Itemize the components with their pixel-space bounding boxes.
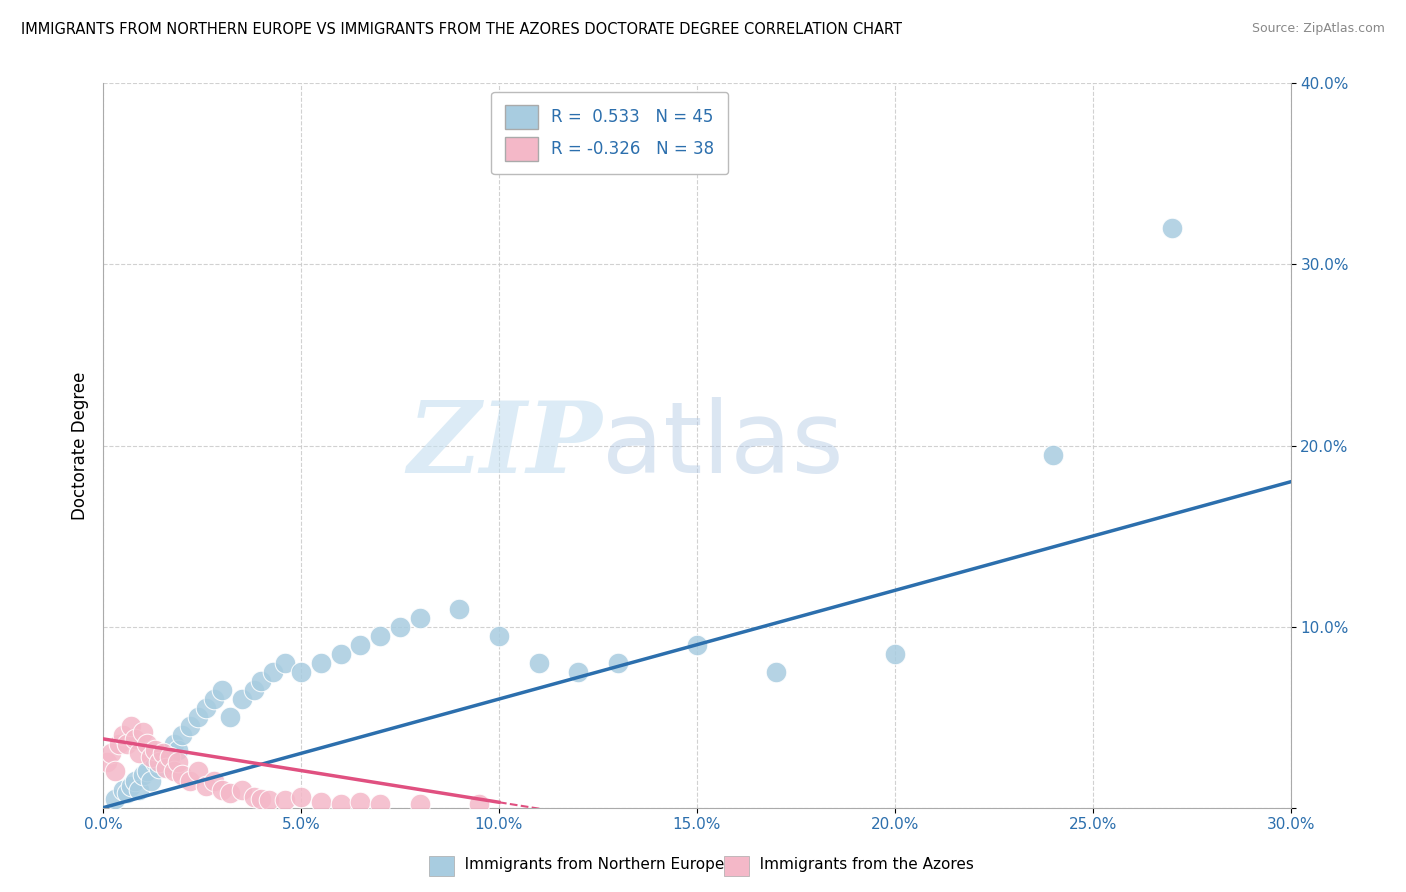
Text: Immigrants from Northern Europe: Immigrants from Northern Europe <box>450 857 724 872</box>
Point <box>139 750 162 764</box>
Point <box>167 756 190 770</box>
Point <box>159 756 181 770</box>
Point <box>163 737 186 751</box>
Point <box>1160 221 1182 235</box>
Point <box>132 768 155 782</box>
Point <box>262 665 284 679</box>
Point <box>104 791 127 805</box>
Point <box>195 701 218 715</box>
Point <box>883 647 905 661</box>
Point <box>368 629 391 643</box>
Point <box>172 728 194 742</box>
Point <box>155 761 177 775</box>
Point <box>488 629 510 643</box>
Point <box>409 610 432 624</box>
Point <box>202 692 225 706</box>
Point <box>368 797 391 811</box>
Point <box>111 728 134 742</box>
Point <box>179 773 201 788</box>
Point <box>686 638 709 652</box>
Point <box>290 789 312 804</box>
Point <box>100 747 122 761</box>
Point <box>606 656 628 670</box>
Point <box>155 747 177 761</box>
Point <box>124 773 146 788</box>
Point <box>172 768 194 782</box>
Point <box>104 764 127 779</box>
Point <box>167 743 190 757</box>
Point <box>567 665 589 679</box>
Point <box>128 782 150 797</box>
Y-axis label: Doctorate Degree: Doctorate Degree <box>72 371 89 520</box>
Point <box>115 737 138 751</box>
Point <box>242 789 264 804</box>
Point <box>274 793 297 807</box>
Point <box>143 743 166 757</box>
Point <box>349 638 371 652</box>
Point <box>218 710 240 724</box>
Point <box>115 786 138 800</box>
Point <box>187 764 209 779</box>
Point <box>309 795 332 809</box>
Point <box>409 797 432 811</box>
Point <box>108 737 131 751</box>
Text: IMMIGRANTS FROM NORTHERN EUROPE VS IMMIGRANTS FROM THE AZORES DOCTORATE DEGREE C: IMMIGRANTS FROM NORTHERN EUROPE VS IMMIG… <box>21 22 903 37</box>
Point <box>148 756 170 770</box>
Point <box>179 719 201 733</box>
Point <box>187 710 209 724</box>
Point <box>159 750 181 764</box>
Point <box>527 656 550 670</box>
Point <box>250 791 273 805</box>
Text: ZIP: ZIP <box>406 397 602 494</box>
Point <box>449 601 471 615</box>
Point <box>139 773 162 788</box>
Point <box>163 764 186 779</box>
Text: Immigrants from the Azores: Immigrants from the Azores <box>745 857 974 872</box>
Point <box>290 665 312 679</box>
Point <box>765 665 787 679</box>
Point <box>148 761 170 775</box>
Point <box>242 683 264 698</box>
Point <box>96 756 118 770</box>
Point <box>231 692 253 706</box>
Point <box>259 793 281 807</box>
Point <box>120 719 142 733</box>
Point <box>132 724 155 739</box>
Point <box>202 773 225 788</box>
Point <box>349 795 371 809</box>
Point <box>120 779 142 793</box>
Point <box>143 756 166 770</box>
Point <box>128 747 150 761</box>
Point <box>329 797 352 811</box>
Point <box>274 656 297 670</box>
Point <box>231 782 253 797</box>
Point <box>152 747 174 761</box>
Point <box>250 673 273 688</box>
Point <box>218 786 240 800</box>
Point <box>195 779 218 793</box>
Text: Source: ZipAtlas.com: Source: ZipAtlas.com <box>1251 22 1385 36</box>
Point <box>329 647 352 661</box>
Point <box>111 782 134 797</box>
Text: atlas: atlas <box>602 397 844 494</box>
Point <box>135 737 157 751</box>
Point <box>211 683 233 698</box>
Legend: R =  0.533   N = 45, R = -0.326   N = 38: R = 0.533 N = 45, R = -0.326 N = 38 <box>492 92 728 174</box>
Point <box>388 619 411 633</box>
Point <box>211 782 233 797</box>
Point <box>309 656 332 670</box>
Point <box>1042 448 1064 462</box>
Point <box>468 797 491 811</box>
Point <box>124 731 146 746</box>
Point <box>135 764 157 779</box>
Point <box>152 750 174 764</box>
